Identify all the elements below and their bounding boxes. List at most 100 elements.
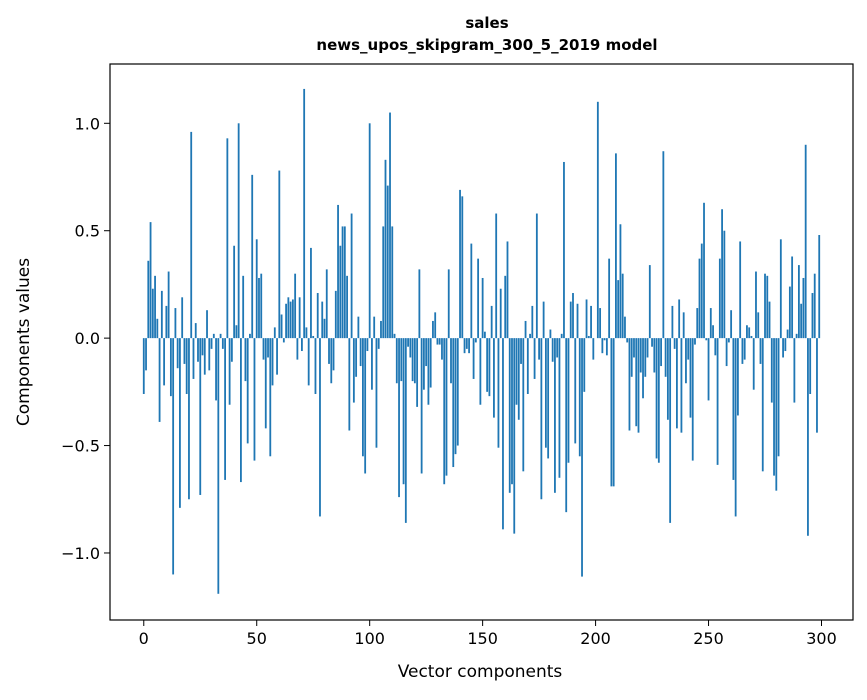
- bar-90: [346, 276, 348, 338]
- bar-196: [586, 299, 588, 338]
- bar-136: [450, 338, 452, 383]
- bar-244: [694, 338, 696, 344]
- y-axis-label: Components values: [14, 258, 34, 426]
- bar-39: [231, 338, 233, 362]
- bar-70: [301, 338, 303, 351]
- bar-186: [563, 162, 565, 338]
- bar-43: [240, 338, 242, 482]
- bar-91: [348, 338, 350, 430]
- bar-155: [493, 338, 495, 417]
- bar-277: [769, 302, 771, 339]
- bar-212: [622, 274, 624, 338]
- bar-285: [787, 330, 789, 339]
- bar-122: [418, 269, 420, 338]
- bar-107: [385, 160, 387, 338]
- bar-237: [678, 299, 680, 338]
- bar-111: [394, 334, 396, 338]
- bar-288: [793, 338, 795, 402]
- bar-213: [624, 317, 626, 338]
- x-tick-label-50: 50: [247, 629, 267, 648]
- bar-93: [353, 338, 355, 402]
- bar-141: [461, 196, 463, 338]
- bar-205: [606, 338, 608, 355]
- bar-216: [631, 338, 633, 377]
- bar-259: [728, 338, 730, 342]
- bar-44: [242, 276, 244, 338]
- bar-3: [150, 222, 152, 338]
- bar-223: [647, 338, 649, 357]
- bar-217: [633, 338, 635, 357]
- bar-110: [391, 226, 393, 338]
- bar-241: [687, 338, 689, 359]
- bar-273: [760, 338, 762, 364]
- bar-99: [367, 338, 369, 351]
- bar-83: [330, 338, 332, 383]
- bar-166: [518, 338, 520, 420]
- bar-214: [626, 338, 628, 342]
- bar-275: [764, 274, 766, 338]
- bar-94: [355, 338, 357, 377]
- bar-65: [290, 302, 292, 339]
- bar-104: [378, 338, 380, 349]
- bar-132: [441, 338, 443, 359]
- bar-40: [233, 246, 235, 338]
- bar-258: [726, 338, 728, 366]
- bar-56: [269, 338, 271, 456]
- y-tick-label-0: −1.0: [61, 544, 100, 563]
- bar-154: [491, 306, 493, 338]
- bar-119: [412, 338, 414, 381]
- bar-8: [161, 291, 163, 338]
- bar-24: [197, 338, 199, 362]
- bar-30: [211, 338, 213, 349]
- bar-41: [235, 325, 237, 338]
- bar-195: [583, 338, 585, 392]
- bar-251: [710, 308, 712, 338]
- bar-74: [310, 248, 312, 338]
- bar-182: [554, 338, 556, 493]
- bar-191: [574, 338, 576, 443]
- bar-14: [175, 308, 177, 338]
- bar-140: [459, 190, 461, 338]
- bar-120: [414, 338, 416, 383]
- bar-131: [439, 338, 441, 344]
- bar-218: [635, 338, 637, 426]
- bar-204: [604, 338, 606, 340]
- bar-245: [696, 308, 698, 338]
- bar-224: [649, 265, 651, 338]
- bar-19: [186, 338, 188, 394]
- bar-118: [409, 338, 411, 357]
- bar-284: [784, 338, 786, 351]
- bar-101: [371, 338, 373, 390]
- bar-192: [577, 304, 579, 338]
- bar-52: [260, 274, 262, 338]
- bar-298: [816, 338, 818, 433]
- bar-229: [660, 338, 662, 366]
- bar-278: [771, 338, 773, 402]
- bar-230: [662, 151, 664, 338]
- bar-31: [213, 334, 215, 338]
- bar-297: [814, 274, 816, 338]
- bar-197: [588, 336, 590, 338]
- bar-250: [708, 338, 710, 400]
- x-tick-label-200: 200: [580, 629, 611, 648]
- bar-194: [581, 338, 583, 576]
- bar-158: [500, 289, 502, 338]
- bar-262: [735, 338, 737, 516]
- bar-153: [489, 338, 491, 396]
- bar-20: [188, 338, 190, 499]
- bar-185: [561, 334, 563, 338]
- bar-81: [326, 269, 328, 338]
- bar-63: [285, 304, 287, 338]
- bar-11: [168, 272, 170, 339]
- bar-139: [457, 338, 459, 445]
- bar-246: [699, 259, 701, 338]
- bar-13: [172, 338, 174, 574]
- bar-103: [376, 338, 378, 448]
- bar-106: [382, 226, 384, 338]
- bar-290: [798, 265, 800, 338]
- bar-160: [504, 276, 506, 338]
- bar-80: [324, 319, 326, 338]
- bar-165: [516, 338, 518, 405]
- bar-48: [251, 175, 253, 338]
